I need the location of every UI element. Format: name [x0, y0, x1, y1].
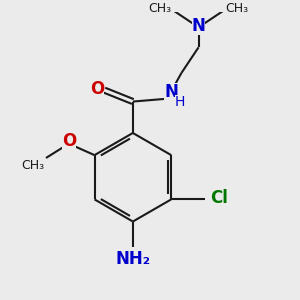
Text: NH₂: NH₂: [116, 250, 150, 268]
Text: O: O: [62, 132, 76, 150]
Text: H: H: [175, 94, 185, 109]
Text: CH₃: CH₃: [21, 159, 44, 172]
Text: N: N: [192, 17, 206, 35]
Text: CH₃: CH₃: [226, 2, 249, 15]
Text: N: N: [164, 82, 178, 100]
Text: O: O: [90, 80, 104, 98]
Text: CH₃: CH₃: [148, 2, 171, 15]
Text: Cl: Cl: [210, 189, 228, 207]
